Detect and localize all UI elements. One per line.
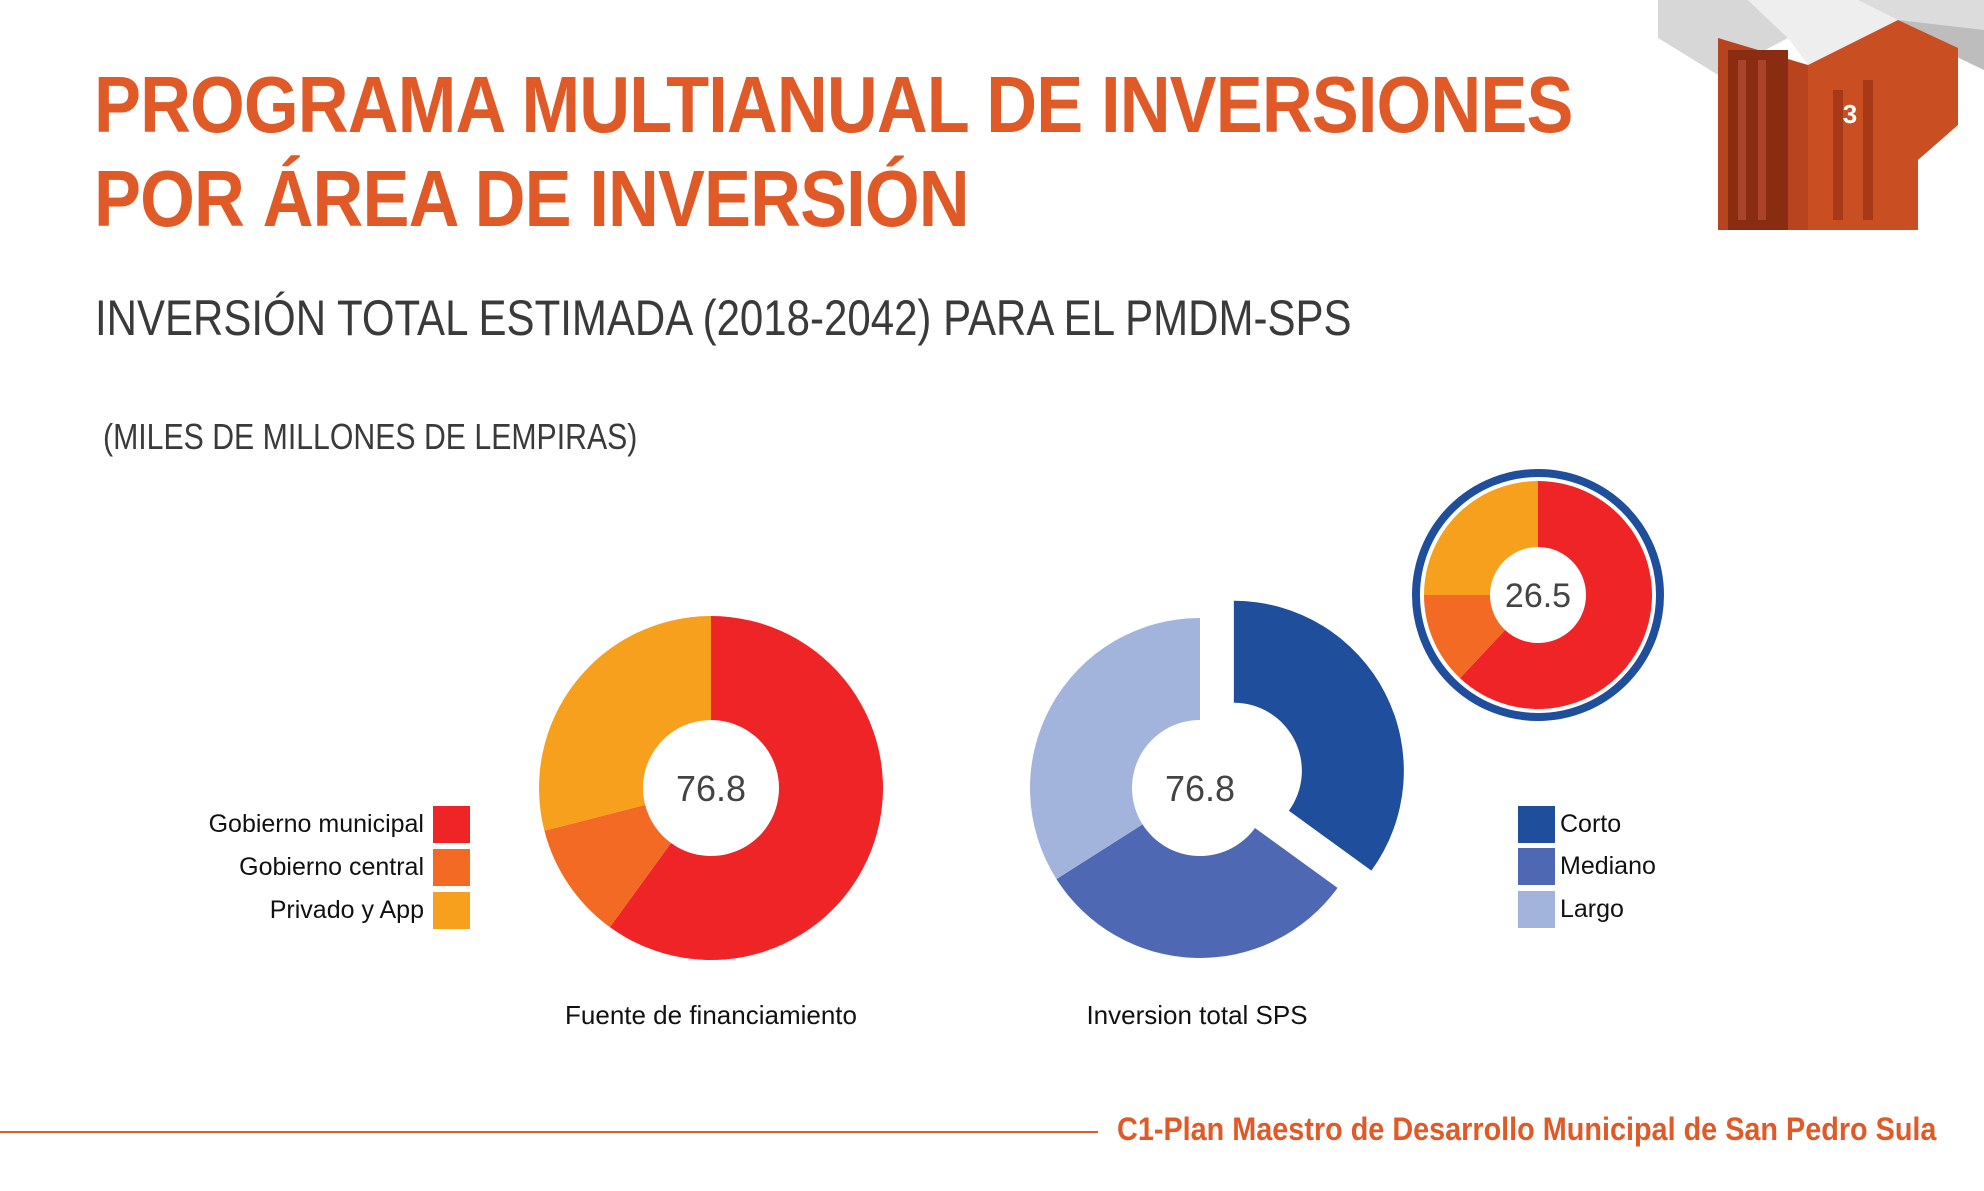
legend-swatch [1518,891,1555,928]
legend-item-corto: Corto [1518,806,1621,843]
legend-label: Gobierno municipal [208,810,424,838]
legend-label: Gobierno central [239,853,424,881]
donut-chart-2: 76.8 [1030,600,1404,959]
page-number: 3 [1843,99,1857,129]
badge-window-1 [1738,60,1746,220]
badge-cube-top-left [1658,0,1788,75]
donut-center-value: 26.5 [1505,577,1571,615]
legend-label: Largo [1560,895,1624,923]
legend-item-gobierno-central: Gobierno central [239,849,470,886]
legend-item-mediano: Mediano [1518,848,1656,885]
footer-rule [0,1131,1098,1133]
donut-slice-gobierno-central [1424,595,1506,679]
legend-item-largo: Largo [1518,891,1624,928]
donut-slice-corto [1233,600,1404,871]
legend-financing: Gobierno municipal Gobierno central Priv… [80,806,470,936]
legend-label: Privado y App [269,896,424,924]
legend-swatch [433,849,470,886]
title-line-1: PROGRAMA MULTIANUAL DE INVERSIONES [94,60,1573,149]
legend-swatch [433,806,470,843]
chart-title-financing: Fuente de financiamiento [565,1000,857,1030]
legend-label: Corto [1560,810,1622,838]
footer-text: C1-Plan Maestro de Desarrollo Municipal … [1116,1111,1936,1147]
title-line-2: POR ÁREA DE INVERSIÓN [94,154,970,243]
donut-chart-3: 26.5 [1412,469,1664,721]
legend-swatch [1518,848,1555,885]
badge-window-4 [1863,80,1873,220]
chart-title-total: Inversion total SPS [1086,1000,1308,1030]
donut-slice-gobierno-central [544,804,672,928]
donut-slice-privado-y-app [539,616,711,831]
page-title: PROGRAMA MULTIANUAL DE INVERSIONES POR Á… [94,58,1573,246]
legend-swatch [433,892,470,929]
donut-slice-privado-y-app [1424,481,1538,595]
badge-cube-top-mid [1748,0,1898,65]
donut-center-value: 76.8 [676,768,746,809]
legend-swatch [1518,806,1555,843]
donut-chart-1: 76.8 [539,616,884,961]
donut-slice-gobierno-municipal [609,616,884,961]
donut-slice-gobierno-municipal [1459,481,1652,709]
badge-window-2 [1758,60,1766,220]
legend-term: Corto Mediano Largo [1518,806,1748,936]
unit-note: (MILES DE MILLONES DE LEMPIRAS) [103,416,638,457]
legend-item-privado-y-app: Privado y App [270,892,470,929]
legend-label: Mediano [1560,852,1656,880]
badge-window-3 [1833,90,1843,220]
legend-item-gobierno-municipal: Gobierno municipal [209,806,470,843]
donut-slice-mediano [1056,824,1338,959]
badge-photo-left [1658,38,1718,230]
badge-photo-right [1808,20,1958,230]
donut-slice-largo [1030,618,1200,880]
page-badge: 3 [1658,0,1984,230]
page-subtitle: INVERSIÓN TOTAL ESTIMADA (2018-2042) PAR… [95,290,1352,346]
donut-center-value: 76.8 [1165,768,1235,809]
